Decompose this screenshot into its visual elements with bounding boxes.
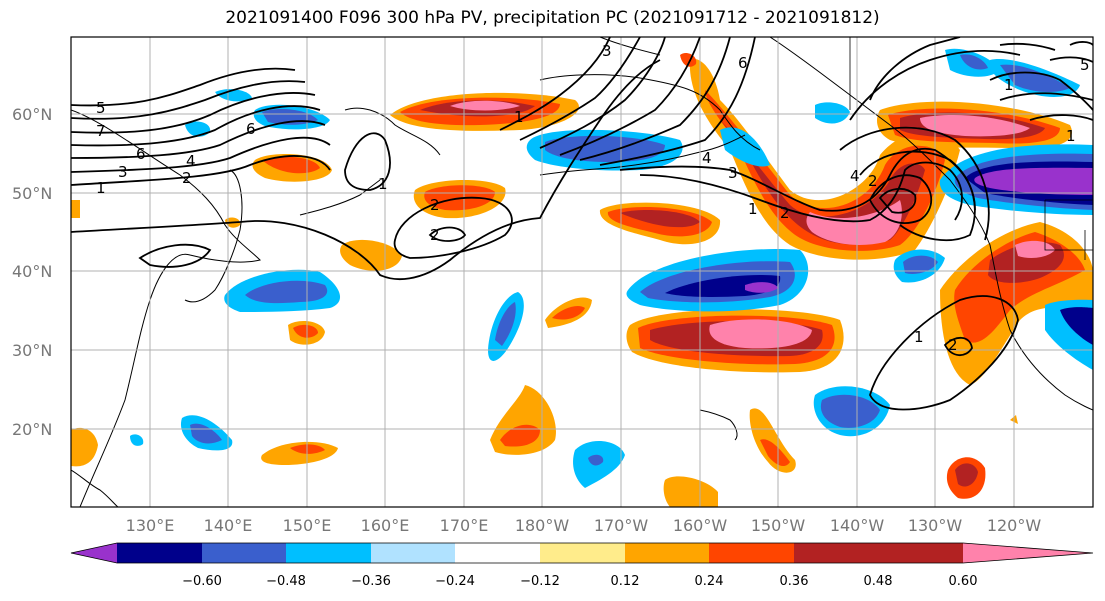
colorbar-tick-label: −0.48 [266,574,306,589]
colorbar-segment [202,543,286,563]
contour-label: 3 [602,42,612,60]
contour-label: 2 [430,226,440,244]
colorbar-tick-label: 0.24 [695,574,724,589]
lon-label: 150°W [751,516,806,535]
contour-label: 4 [850,167,860,185]
colorbar-tick-label: −0.12 [520,574,560,589]
lon-label: 170°W [594,516,649,535]
lat-label: 20°N [12,420,52,439]
colorbar-segment [709,543,794,563]
contour-label: 2 [430,196,440,214]
colorbar-tick-label: −0.60 [182,574,222,589]
lat-label: 40°N [12,262,52,281]
colorbar-segment [878,543,963,563]
latitude-labels: 60°N 50°N 40°N 30°N 20°N [12,105,52,439]
colorbar-tick-label: 0.12 [611,574,640,589]
coastlines [71,37,1093,507]
colorbar-tick-label: 0.48 [864,574,893,589]
map-area: 5 7 6 3 1 4 2 6 1 1 2 2 3 4 6 3 1 2 4 2 … [71,37,1093,507]
contour-label: 3 [118,163,128,181]
contour-label: 1 [514,108,524,126]
lon-label: 140°W [830,516,885,535]
colorbar-tick-label: 0.60 [949,574,978,589]
contour-label: 6 [246,120,256,138]
lat-label: 30°N [12,341,52,360]
contour-label: 1 [378,175,388,193]
lon-label: 160°E [361,516,410,535]
colorbar-segment [794,543,878,563]
lon-label: 120°W [987,516,1042,535]
contour-label: 1 [96,179,106,197]
contour-label: 5 [1080,56,1090,74]
contour-label: 4 [702,149,712,167]
pv-contours [71,37,1093,411]
contour-label: 4 [186,152,196,170]
contour-label: 1 [1066,127,1076,145]
contour-label: 1 [914,328,924,346]
lat-label: 60°N [12,105,52,124]
contour-label: 6 [136,145,146,163]
colorbar-extend-high [963,543,1093,563]
colorbar: −0.60 −0.48 −0.36 −0.24 −0.12 0.12 0.24 … [70,542,1094,589]
map-frame [70,36,1094,508]
lon-label: 140°E [204,516,253,535]
colorbar-segment [455,543,540,563]
lon-label: 160°W [673,516,728,535]
colorbar-segment [540,543,625,563]
colorbar-segment [371,543,455,563]
contour-label: 5 [96,99,106,117]
contour-label: 6 [738,54,748,72]
colorbar-extend-low [71,543,117,563]
lon-label: 170°E [440,516,489,535]
colorbar-segment [625,543,709,563]
precipitation-anomalies [71,48,1093,507]
longitude-labels: 130°E 140°E 150°E 160°E 170°E 180°W 170°… [126,516,1042,535]
map-title: 2021091400 F096 300 hPa PV, precipitatio… [225,8,880,28]
lat-label: 50°N [12,184,52,203]
lon-label: 150°E [283,516,332,535]
contour-label: 1 [1004,76,1014,94]
contour-label: 2 [780,204,790,222]
contour-label: 2 [948,336,958,354]
contour-label: 2 [182,169,192,187]
borders [849,37,1093,260]
colorbar-segment [286,543,371,563]
colorbar-tick-label: −0.24 [435,574,475,589]
contour-label: 3 [728,164,738,182]
colorbar-tick-label: 0.36 [780,574,809,589]
colorbar-tick-label: −0.36 [351,574,391,589]
contour-label: 2 [868,172,878,190]
contour-label: 7 [96,122,106,140]
lon-label: 180°W [515,516,570,535]
contour-label: 1 [748,200,758,218]
lon-label: 130°W [908,516,963,535]
lon-label: 130°E [126,516,175,535]
contour-labels: 5 7 6 3 1 4 2 6 1 1 2 2 3 4 6 3 1 2 4 2 … [96,42,1090,354]
colorbar-segment [117,543,202,563]
